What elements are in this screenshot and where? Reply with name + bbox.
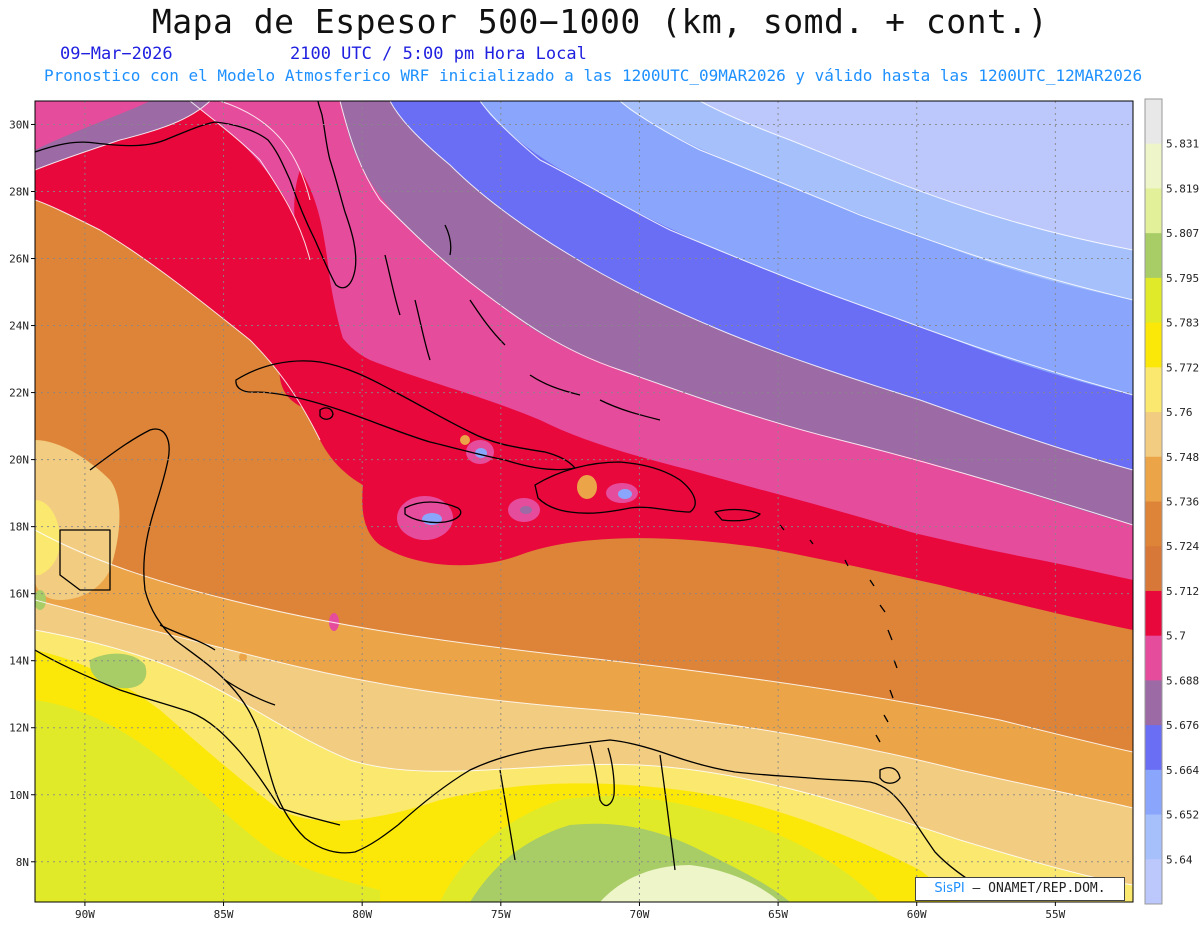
colorbar-label: 5.7 <box>1166 630 1186 643</box>
colorbar-swatch <box>1145 367 1162 413</box>
colorbar-swatch <box>1145 680 1162 726</box>
colorbar-label: 5.819 <box>1166 182 1199 195</box>
colorbar-swatch <box>1145 99 1162 145</box>
lon-label: 55W <box>1045 908 1065 921</box>
lat-label: 24N <box>9 320 29 333</box>
date-label: 09−Mar−2026 <box>60 44 173 64</box>
lat-label: 12N <box>9 722 29 735</box>
colorbar: 5.831 5.819 5.807 5.795 5.783 5.772 5.76 5.748 5… <box>1144 98 1199 905</box>
lat-label: 10N <box>9 789 29 802</box>
longitude-labels: 90W 85W 80W 75W 70W 65W 60W 55W <box>75 902 1066 921</box>
time-label: 2100 UTC / 5:00 pm Hora Local <box>290 44 587 64</box>
colorbar-label: 5.688 <box>1166 674 1199 687</box>
credit-label: – ONAMET/REP.DOM. <box>964 881 1106 896</box>
lon-label: 75W <box>491 908 511 921</box>
colorbar-label: 5.76 <box>1166 406 1193 419</box>
colorbar-swatch <box>1145 546 1162 592</box>
lat-label: 30N <box>9 118 29 131</box>
colorbar-swatch <box>1145 412 1162 458</box>
lon-label: 60W <box>907 908 927 921</box>
colorbar-swatch <box>1145 635 1162 681</box>
lat-label: 28N <box>9 185 29 198</box>
colorbar-swatch <box>1145 501 1162 547</box>
colorbar-label: 5.736 <box>1166 496 1199 509</box>
colorbar-label: 5.831 <box>1166 138 1199 151</box>
colorbar-label: 5.712 <box>1166 585 1199 598</box>
colorbar-swatch <box>1145 233 1162 279</box>
lat-label: 8N <box>16 856 29 869</box>
map-title: Mapa de Espesor 500−1000 (km, somd. + co… <box>151 2 1049 41</box>
colorbar-label: 5.783 <box>1166 317 1199 330</box>
latitude-labels: 30N 28N 26N 24N 22N 20N 18N 16N 14N 12N 10N 8N <box>9 118 35 869</box>
colorbar-label: 5.64 <box>1166 853 1193 866</box>
thickness-fields <box>35 101 1133 902</box>
lat-label: 22N <box>9 387 29 400</box>
colorbar-swatch <box>1145 590 1162 637</box>
colorbar-swatch <box>1145 143 1162 189</box>
forecast-note: Pronostico con el Modelo Atmosferico WRF… <box>44 66 1143 85</box>
lon-label: 90W <box>75 908 95 921</box>
colorbar-label: 5.664 <box>1166 764 1199 777</box>
lat-label: 18N <box>9 521 29 534</box>
map-frame <box>34 100 1134 903</box>
lon-label: 85W <box>214 908 234 921</box>
lat-label: 14N <box>9 655 29 668</box>
colorbar-label: 5.724 <box>1166 540 1199 553</box>
coastlines <box>35 101 986 891</box>
colorbar-swatch <box>1145 725 1162 771</box>
colorbar-label: 5.652 <box>1166 809 1199 822</box>
lat-label: 16N <box>9 588 29 601</box>
graticule <box>35 101 1133 902</box>
lat-label: 20N <box>9 454 29 467</box>
colorbar-label: 5.676 <box>1166 719 1199 732</box>
colorbar-frame <box>1144 98 1163 905</box>
colorbar-label: 5.807 <box>1166 227 1199 240</box>
colorbar-label: 5.795 <box>1166 272 1199 285</box>
brand-label: SisPI <box>934 881 965 896</box>
colorbar-label: 5.748 <box>1166 451 1199 464</box>
colorbar-swatch <box>1145 769 1162 816</box>
lon-label: 80W <box>352 908 372 921</box>
colorbar-swatch <box>1145 188 1162 234</box>
colorbar-label: 5.772 <box>1166 361 1199 374</box>
colorbar-swatch <box>1145 277 1162 324</box>
colorbar-swatch <box>1145 456 1162 502</box>
colorbar-swatch <box>1145 322 1162 368</box>
credit-box: SisPI – ONAMET/REP.DOM. <box>915 877 1125 901</box>
colorbar-swatch <box>1145 814 1162 860</box>
colorbar-swatch <box>1145 859 1162 905</box>
lon-label: 65W <box>768 908 788 921</box>
lon-label: 70W <box>630 908 650 921</box>
lat-label: 26N <box>9 253 29 266</box>
